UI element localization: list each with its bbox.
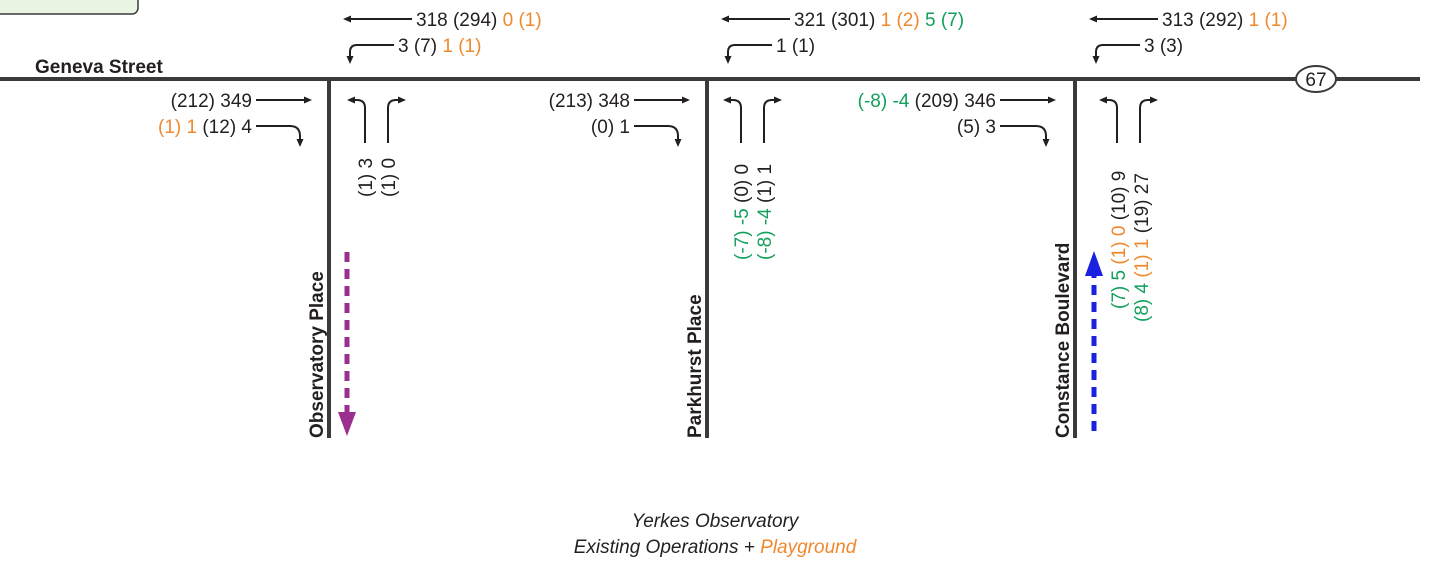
wb-left-volume: 1 (1) — [776, 36, 815, 57]
wb-thru-volume: 313 (292) 1 (1) — [1162, 10, 1288, 31]
nb-right-arrow — [1139, 96, 1158, 143]
nb-left-volume: (1) 3 — [356, 158, 377, 197]
legend-box — [0, 0, 139, 15]
nb-left-arrow — [347, 96, 366, 143]
eb-right-arrow — [1000, 125, 1050, 147]
nb-left-volume: (-7) -5 (0) 0 — [732, 164, 753, 260]
constance-boulevard-label: Constance Boulevard — [1053, 243, 1074, 438]
nb-right-arrow — [763, 96, 782, 143]
wb-left-arrow — [1092, 44, 1140, 64]
route-67-shield: 67 — [1295, 65, 1337, 93]
caption-title: Yerkes Observatory — [632, 511, 800, 532]
outbound-route-arrow — [338, 252, 356, 436]
parkhurst-place-label: Parkhurst Place — [685, 294, 706, 438]
eb-right-volume: (0) 1 — [591, 117, 630, 138]
inbound-route-arrow — [1085, 251, 1103, 431]
wb-left-arrow — [346, 44, 394, 64]
geneva-street-label: Geneva Street — [35, 57, 163, 78]
caption-subtitle: Existing Operations + Playground — [574, 537, 858, 558]
svg-text:67: 67 — [1305, 70, 1326, 91]
nb-right-volume: (8) 4 (1) 1 (19) 27 — [1132, 173, 1153, 322]
wb-left-volume: 3 (7) 1 (1) — [398, 36, 481, 57]
wb-left-volume: 3 (3) — [1144, 36, 1183, 57]
nb-left-volume: (7) 5 (1) 0 (10) 9 — [1109, 171, 1130, 309]
eb-right-arrow — [634, 125, 682, 147]
eb-thru-volume: (-8) -4 (209) 346 — [858, 91, 996, 112]
wb-thru-volume: 321 (301) 1 (2) 5 (7) — [794, 10, 964, 31]
observatory-intersection: 318 (294) 0 (1) 3 (7) 1 (1) (212) 349 (1… — [158, 10, 542, 197]
parkhurst-intersection: 321 (301) 1 (2) 5 (7) 1 (1) (213) 348 (0… — [549, 10, 964, 260]
wb-thru-volume: 318 (294) 0 (1) — [416, 10, 542, 31]
nb-left-arrow — [1099, 96, 1118, 143]
eb-right-volume: (5) 3 — [957, 117, 996, 138]
nb-right-volume: (-8) -4 (1) 1 — [755, 164, 776, 260]
eb-right-volume: (1) 1 (12) 4 — [158, 117, 252, 138]
observatory-place-label: Observatory Place — [307, 271, 328, 438]
eb-thru-volume: (213) 348 — [549, 91, 630, 112]
nb-left-arrow — [723, 96, 742, 143]
wb-left-arrow — [724, 44, 772, 64]
constance-intersection: 313 (292) 1 (1) 3 (3) (-8) -4 (209) 346 … — [858, 10, 1288, 322]
nb-right-volume: (1) 0 — [379, 158, 400, 197]
eb-right-arrow — [256, 125, 304, 147]
eb-thru-volume: (212) 349 — [171, 91, 252, 112]
nb-right-arrow — [387, 96, 406, 143]
